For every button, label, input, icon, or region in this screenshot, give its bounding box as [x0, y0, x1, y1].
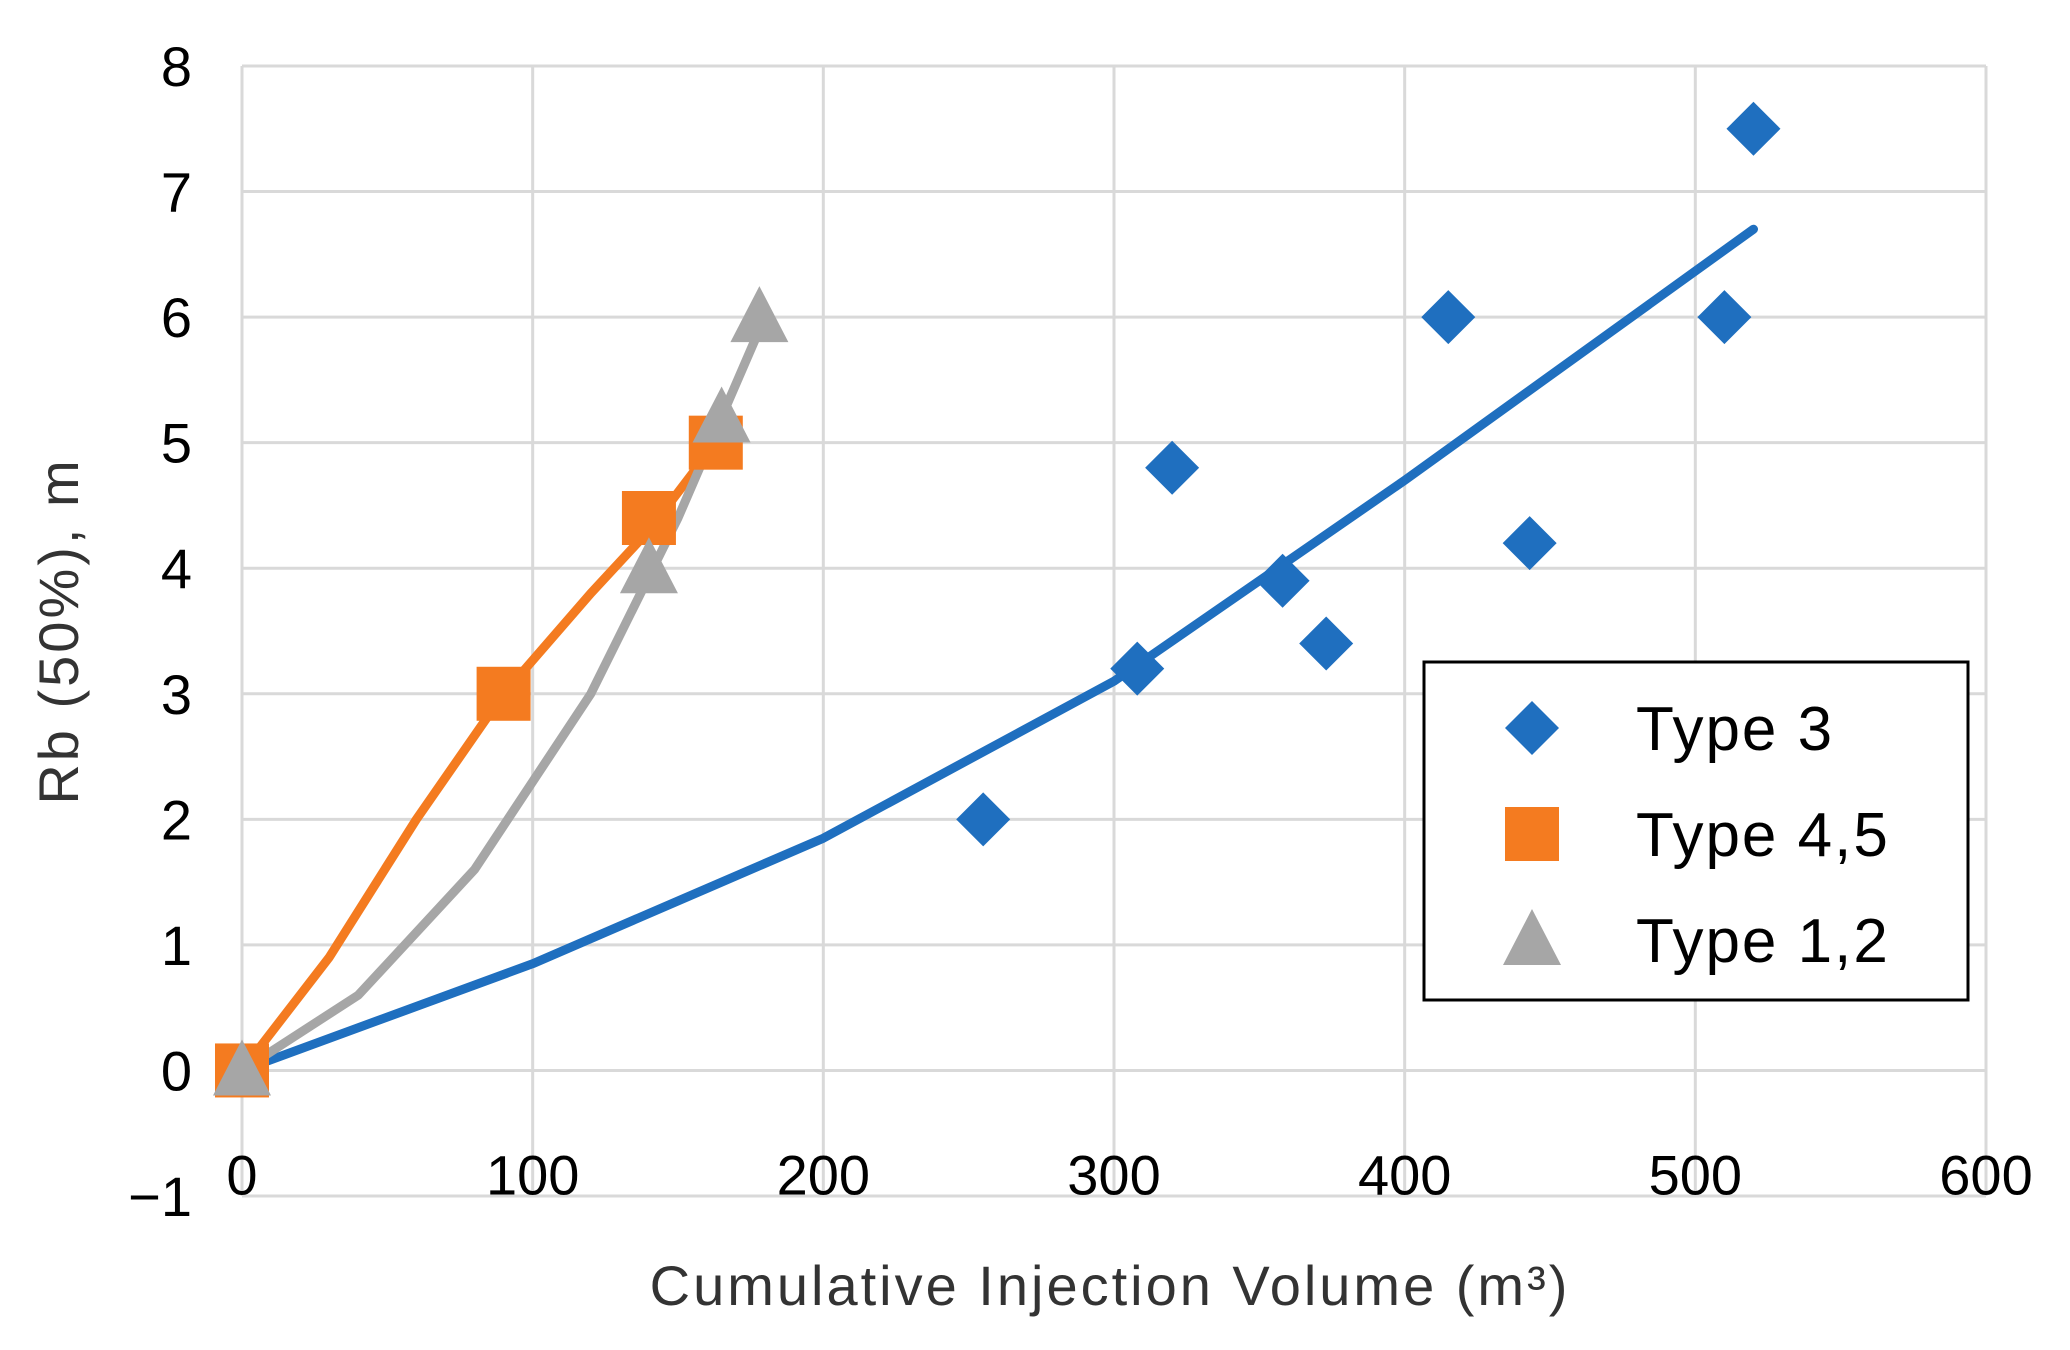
legend-label-1: Type 3: [1636, 695, 1834, 764]
data-point-series-1: [1502, 516, 1557, 571]
x-tick-label: 100: [486, 1143, 579, 1206]
legend-marker-2: [1505, 807, 1559, 861]
data-point-series-1: [1145, 440, 1200, 495]
x-tick-labels: 0 100 200 300 400 500 600: [226, 1143, 2032, 1206]
y-tick-label: 2: [161, 788, 192, 851]
x-tick-label: 200: [777, 1143, 870, 1206]
data-point-series-1: [1697, 290, 1752, 345]
data-markers: [213, 101, 1781, 1098]
data-point-series-2: [476, 666, 531, 721]
y-tick-label: 6: [161, 286, 192, 349]
data-point-series-1: [1726, 101, 1781, 156]
data-point-series-1: [1255, 553, 1310, 608]
data-point-series-3: [692, 386, 751, 443]
data-point-series-3: [213, 1039, 271, 1096]
x-tick-label: 0: [226, 1143, 257, 1206]
data-point-series-1: [956, 792, 1011, 847]
x-axis-title: Cumulative Injection Volume (m³): [650, 1254, 1571, 1317]
data-point-series-3: [730, 286, 789, 343]
legend-marker-3: [1503, 909, 1561, 965]
y-tick-label: 5: [161, 412, 192, 475]
trend-line-3: [237, 325, 764, 1075]
data-point-series-1: [1421, 290, 1476, 345]
data-point-series-1: [1299, 616, 1354, 671]
x-tick-label: 500: [1649, 1143, 1742, 1206]
y-tick-label: −1: [128, 1165, 192, 1228]
legend-label-3: Type 1,2: [1636, 907, 1890, 976]
y-tick-label: 3: [161, 663, 192, 726]
y-tick-label: 1: [161, 914, 192, 977]
trend-line-1: [237, 224, 1758, 1075]
y-tick-label: 0: [161, 1039, 192, 1102]
x-tick-label: 400: [1358, 1143, 1451, 1206]
data-point-series-3: [619, 537, 678, 594]
y-tick-label: 4: [161, 537, 192, 600]
legend-label-2: Type 4,5: [1636, 801, 1890, 870]
legend: Type 3 Type 4,5 Type 1,2: [1422, 660, 1970, 1002]
legend-marker-1: [1505, 701, 1559, 755]
y-tick-label: 7: [161, 161, 192, 224]
x-tick-label: 300: [1067, 1143, 1160, 1206]
y-tick-label: 8: [161, 35, 192, 98]
y-axis-title: Rb (50%), m: [27, 457, 90, 804]
data-point-series-1: [1110, 641, 1165, 696]
y-tick-labels: −1 0 1 2 3 4 5 6 7 8: [128, 35, 192, 1228]
data-point-series-2: [621, 491, 676, 545]
x-tick-label: 600: [1939, 1143, 2032, 1206]
